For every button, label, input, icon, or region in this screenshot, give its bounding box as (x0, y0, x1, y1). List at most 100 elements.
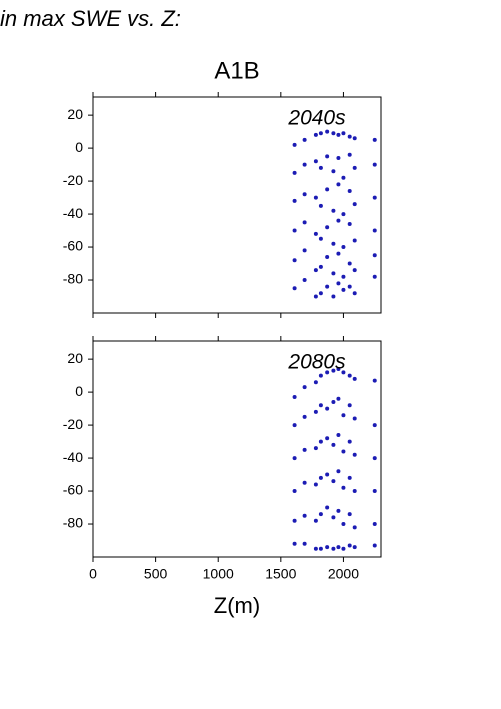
point (352, 376, 357, 381)
point (347, 221, 352, 226)
y-tick-label: -80 (63, 515, 83, 531)
y-tick-label: 0 (75, 383, 83, 399)
point (302, 220, 307, 225)
plot-frame (92, 96, 382, 314)
point (341, 546, 346, 551)
point (313, 446, 318, 451)
point (302, 278, 307, 283)
point (372, 162, 377, 167)
point (352, 525, 357, 530)
point (302, 414, 307, 419)
point (313, 409, 318, 414)
y-tick-label: -80 (63, 271, 83, 287)
point (325, 254, 330, 259)
point (372, 137, 377, 142)
point (331, 294, 336, 299)
point (352, 291, 357, 296)
x-tick-label: 0 (89, 566, 97, 582)
point (336, 218, 341, 223)
x-axis-label: Z(m) (214, 593, 260, 618)
point (302, 541, 307, 546)
point (336, 156, 341, 161)
chart-title: A1B (214, 57, 259, 84)
point (331, 271, 336, 276)
y-tick-label: 20 (67, 350, 83, 366)
point (318, 439, 323, 444)
point (325, 370, 330, 375)
point (318, 546, 323, 551)
plot-frame (92, 340, 382, 558)
point (302, 248, 307, 253)
y-tick-label: -20 (63, 172, 83, 188)
point (331, 515, 336, 520)
point (292, 142, 297, 147)
point (347, 403, 352, 408)
point (318, 512, 323, 517)
y-tick-label: -60 (63, 238, 83, 254)
point (318, 165, 323, 170)
point (336, 182, 341, 187)
point (341, 522, 346, 527)
point (347, 439, 352, 444)
point (302, 162, 307, 167)
point (313, 518, 318, 523)
point (292, 170, 297, 175)
point (292, 423, 297, 428)
point (313, 482, 318, 487)
point (302, 137, 307, 142)
point (347, 134, 352, 139)
point (292, 228, 297, 233)
point (336, 251, 341, 256)
point (318, 236, 323, 241)
y-tick-label: -40 (63, 449, 83, 465)
point (325, 472, 330, 477)
point (302, 513, 307, 518)
point (302, 385, 307, 390)
x-tick-label: 500 (144, 566, 168, 582)
point (341, 413, 346, 418)
point (347, 152, 352, 157)
y-tick-label: -20 (63, 416, 83, 432)
point (347, 373, 352, 378)
point (331, 169, 336, 174)
point (372, 489, 377, 494)
point (341, 245, 346, 250)
point (318, 475, 323, 480)
point (292, 198, 297, 203)
point (341, 485, 346, 490)
point (347, 512, 352, 517)
y-tick-label: 0 (75, 139, 83, 155)
point (347, 284, 352, 289)
point (331, 442, 336, 447)
point (352, 202, 357, 207)
point (292, 286, 297, 291)
point (313, 294, 318, 299)
point (331, 131, 336, 136)
point (313, 268, 318, 273)
point (341, 175, 346, 180)
y-tick-label: -60 (63, 482, 83, 498)
point (325, 505, 330, 510)
point (341, 131, 346, 136)
point (318, 403, 323, 408)
point (325, 545, 330, 550)
point (325, 225, 330, 230)
point (331, 208, 336, 213)
point (331, 368, 336, 373)
point (341, 212, 346, 217)
point (302, 192, 307, 197)
point (302, 447, 307, 452)
x-tick-label: 1500 (265, 566, 296, 582)
point (325, 284, 330, 289)
point (352, 165, 357, 170)
point (341, 287, 346, 292)
point (313, 132, 318, 137)
point (318, 291, 323, 296)
point (292, 258, 297, 263)
point (313, 231, 318, 236)
point (372, 274, 377, 279)
point (336, 432, 341, 437)
point (352, 238, 357, 243)
point (292, 541, 297, 546)
